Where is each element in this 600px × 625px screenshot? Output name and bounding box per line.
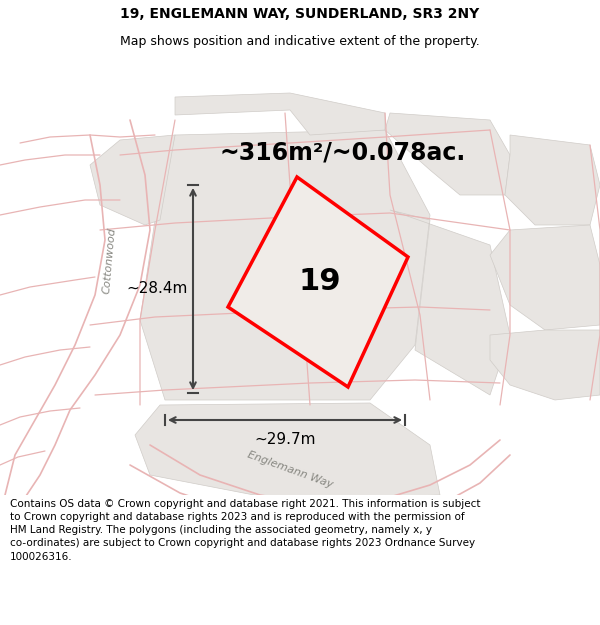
Polygon shape	[385, 113, 510, 195]
Text: Contains OS data © Crown copyright and database right 2021. This information is : Contains OS data © Crown copyright and d…	[10, 499, 481, 562]
Text: Englemann Way: Englemann Way	[246, 450, 334, 490]
Text: 19: 19	[299, 268, 341, 296]
Text: Map shows position and indicative extent of the property.: Map shows position and indicative extent…	[120, 35, 480, 48]
Polygon shape	[175, 93, 385, 135]
Polygon shape	[390, 210, 510, 395]
Polygon shape	[505, 135, 600, 225]
Text: ~29.7m: ~29.7m	[254, 432, 316, 447]
Text: ~316m²/~0.078ac.: ~316m²/~0.078ac.	[220, 141, 466, 165]
Text: Cottonwood: Cottonwood	[101, 226, 117, 294]
Polygon shape	[490, 225, 600, 330]
Polygon shape	[228, 177, 408, 387]
Polygon shape	[140, 130, 430, 400]
Text: ~28.4m: ~28.4m	[127, 281, 188, 296]
Polygon shape	[490, 330, 600, 400]
Polygon shape	[90, 135, 175, 225]
Polygon shape	[135, 403, 440, 500]
Text: 19, ENGLEMANN WAY, SUNDERLAND, SR3 2NY: 19, ENGLEMANN WAY, SUNDERLAND, SR3 2NY	[121, 7, 479, 21]
